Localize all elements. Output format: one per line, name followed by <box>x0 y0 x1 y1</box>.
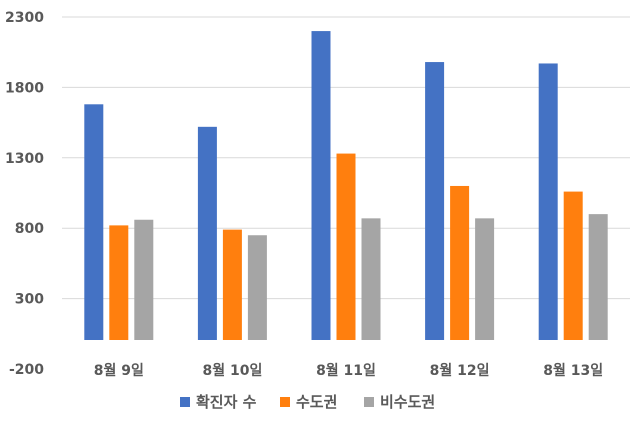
bar <box>361 218 381 340</box>
bar <box>538 63 558 341</box>
y-tick-label: 2300 <box>5 10 44 26</box>
x-tick-label: 8월 12일 <box>430 362 490 379</box>
legend-swatch <box>180 397 190 407</box>
bar <box>84 104 104 341</box>
bar <box>311 31 331 341</box>
bars <box>84 31 608 341</box>
x-axis-labels: 8월 9일 8월 10일 8월 11일 8월 12일 8월 13일 <box>94 362 603 379</box>
y-tick-label: 1800 <box>5 80 44 96</box>
x-tick-label: 8월 10일 <box>202 362 262 379</box>
x-tick-label: 8월 9일 <box>94 362 144 379</box>
y-tick-label: -200 <box>9 362 44 378</box>
y-tick-label: 1300 <box>5 151 44 167</box>
legend-swatch <box>280 397 290 407</box>
bar <box>197 126 217 340</box>
y-tick-label: 300 <box>15 292 44 308</box>
bar <box>222 229 242 340</box>
x-tick-label: 8월 13일 <box>543 362 603 379</box>
legend-label: 비수도권 <box>380 393 435 411</box>
bar <box>247 235 267 340</box>
bar <box>450 185 470 340</box>
bar <box>425 62 445 340</box>
bar <box>475 218 495 340</box>
y-tick-label: 800 <box>15 221 44 237</box>
legend-swatch <box>364 397 374 407</box>
y-axis-ticks: -200 300 800 1300 1800 2300 <box>5 10 44 378</box>
bar <box>109 225 129 340</box>
legend-label: 확진자 수 <box>196 393 257 411</box>
bar <box>134 219 154 340</box>
bar <box>563 191 583 340</box>
legend: 확진자 수 수도권 비수도권 <box>180 393 435 411</box>
legend-label: 수도권 <box>296 393 337 411</box>
bar <box>588 214 608 340</box>
bar <box>336 153 356 340</box>
x-tick-label: 8월 11일 <box>316 362 376 379</box>
